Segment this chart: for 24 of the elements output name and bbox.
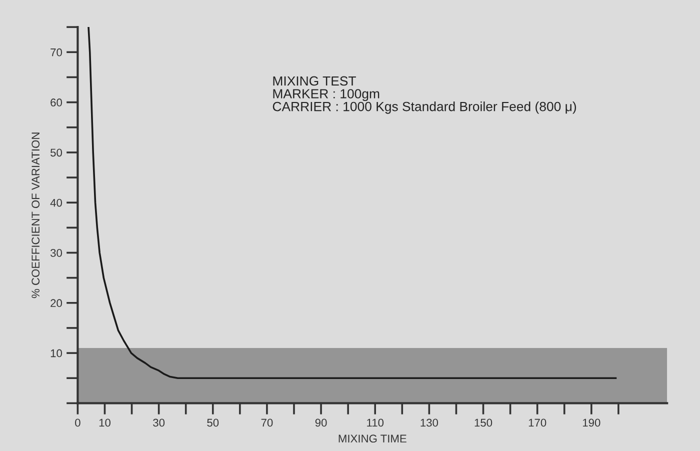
- x-tick-label: 130: [420, 418, 438, 427]
- y-tick-label: 10: [50, 349, 62, 358]
- x-tick-label: 150: [474, 418, 492, 427]
- x-axis-title: MIXING TIME: [338, 434, 406, 443]
- y-tick-label: 20: [50, 299, 62, 308]
- x-tick-label: 30: [153, 418, 165, 427]
- annotation: MARKER : 100gm: [273, 89, 380, 102]
- y-tick-label: 60: [50, 98, 62, 106]
- y-axis-title: % COEFFICIENT OF VARIATION: [32, 132, 40, 298]
- x-tick-label: 90: [315, 418, 327, 427]
- x-tick-label: 50: [207, 418, 219, 427]
- line-series: [88, 27, 617, 380]
- y-tick-label: 30: [50, 249, 62, 257]
- x-tick-label: 70: [261, 418, 273, 427]
- x-tick-label: 170: [528, 418, 546, 427]
- y-tick-label: 40: [50, 198, 62, 207]
- y-tick-label: 50: [50, 148, 62, 157]
- x-tick-label: 10: [99, 418, 110, 427]
- y-tick-label: 70: [50, 48, 62, 56]
- x-tick-label: 0: [75, 418, 80, 427]
- x-tick-label: 110: [367, 418, 384, 427]
- x-tick-label: 190: [582, 418, 600, 427]
- annotation: MIXING TEST: [273, 76, 356, 86]
- annotation: CARRIER : 1000 Kgs Standard Broiler Feed (800 μ): [272, 102, 576, 114]
